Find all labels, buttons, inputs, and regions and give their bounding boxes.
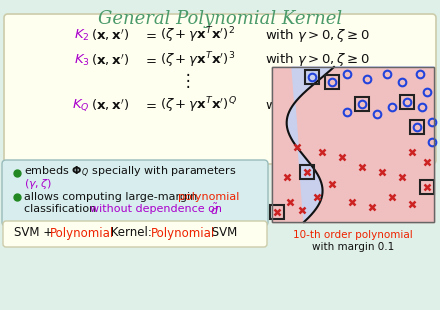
Polygon shape bbox=[272, 67, 434, 222]
Bar bbox=[305, 70, 319, 84]
Text: SVM +: SVM + bbox=[14, 227, 57, 240]
Text: $(\zeta + \gamma\mathbf{x}^T\mathbf{x}^\prime)^{2}$: $(\zeta + \gamma\mathbf{x}^T\mathbf{x}^\… bbox=[160, 25, 235, 45]
FancyBboxPatch shape bbox=[4, 14, 436, 164]
Text: $K_{Q}$: $K_{Q}$ bbox=[73, 97, 90, 113]
Bar bbox=[325, 75, 339, 89]
Text: embeds $\mathbf{\Phi}_Q$ specially with parameters: embeds $\mathbf{\Phi}_Q$ specially with … bbox=[24, 164, 237, 179]
Bar bbox=[400, 95, 414, 109]
Text: $\tilde{d}$: $\tilde{d}$ bbox=[210, 202, 219, 217]
Text: $\vdots$: $\vdots$ bbox=[180, 72, 191, 91]
FancyBboxPatch shape bbox=[2, 160, 268, 226]
Text: with $\gamma > 0, \zeta \geq 0$: with $\gamma > 0, \zeta \geq 0$ bbox=[265, 26, 370, 43]
Text: $=$: $=$ bbox=[143, 29, 157, 42]
Text: $(\zeta + \gamma\mathbf{x}^T\mathbf{x}^\prime)^{Q}$: $(\zeta + \gamma\mathbf{x}^T\mathbf{x}^\… bbox=[160, 95, 237, 115]
Text: with margin 0.1: with margin 0.1 bbox=[312, 242, 394, 252]
Text: Kernel:: Kernel: bbox=[107, 227, 156, 240]
Text: with $\gamma > 0, \zeta \geq 0$: with $\gamma > 0, \zeta \geq 0$ bbox=[265, 96, 370, 113]
Text: $K_{2}$: $K_{2}$ bbox=[74, 28, 90, 42]
Text: $(\mathbf{x},\mathbf{x}^\prime)$: $(\mathbf{x},\mathbf{x}^\prime)$ bbox=[91, 27, 129, 43]
Text: without dependence on: without dependence on bbox=[90, 204, 225, 214]
Polygon shape bbox=[272, 67, 337, 222]
Text: $(\mathbf{x},\mathbf{x}^\prime)$: $(\mathbf{x},\mathbf{x}^\prime)$ bbox=[91, 52, 129, 68]
Polygon shape bbox=[286, 67, 434, 222]
Text: $=$: $=$ bbox=[143, 99, 157, 112]
FancyBboxPatch shape bbox=[3, 221, 267, 247]
Bar bbox=[420, 180, 434, 194]
Text: Polynomial: Polynomial bbox=[50, 227, 114, 240]
Text: $K_{3}$: $K_{3}$ bbox=[74, 52, 90, 68]
Text: polynomial: polynomial bbox=[178, 192, 239, 202]
Text: SVM: SVM bbox=[208, 227, 237, 240]
Text: with $\gamma > 0, \zeta \geq 0$: with $\gamma > 0, \zeta \geq 0$ bbox=[265, 51, 370, 69]
Bar bbox=[300, 165, 314, 179]
Text: allows computing large-margin: allows computing large-margin bbox=[24, 192, 201, 202]
Text: $=$: $=$ bbox=[143, 54, 157, 67]
Bar bbox=[272, 67, 434, 222]
Bar bbox=[270, 205, 284, 219]
Bar bbox=[355, 97, 369, 111]
Text: General Polynomial Kernel: General Polynomial Kernel bbox=[98, 10, 342, 28]
Text: $(\zeta + \gamma\mathbf{x}^T\mathbf{x}^\prime)^{3}$: $(\zeta + \gamma\mathbf{x}^T\mathbf{x}^\… bbox=[160, 50, 235, 70]
Text: 10-th order polynomial: 10-th order polynomial bbox=[293, 230, 413, 240]
Text: classification: classification bbox=[24, 204, 100, 214]
Bar bbox=[410, 120, 424, 134]
Bar bbox=[272, 67, 434, 222]
Text: Polynomial: Polynomial bbox=[151, 227, 215, 240]
Text: $(\gamma, \zeta)$: $(\gamma, \zeta)$ bbox=[24, 177, 52, 191]
Text: $(\mathbf{x},\mathbf{x}^\prime)$: $(\mathbf{x},\mathbf{x}^\prime)$ bbox=[91, 97, 129, 113]
